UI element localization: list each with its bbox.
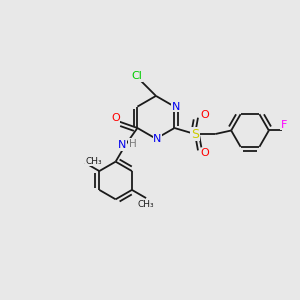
Text: H: H <box>129 139 137 148</box>
Text: CH₃: CH₃ <box>138 200 154 208</box>
Text: S: S <box>191 128 199 140</box>
Text: N: N <box>172 102 180 112</box>
Text: O: O <box>111 113 120 123</box>
Text: O: O <box>200 110 209 120</box>
Text: N: N <box>118 140 126 150</box>
Text: CH₃: CH₃ <box>85 157 102 166</box>
Text: Cl: Cl <box>131 71 142 81</box>
Text: F: F <box>280 120 287 130</box>
Text: O: O <box>200 148 209 158</box>
Text: N: N <box>153 134 162 144</box>
